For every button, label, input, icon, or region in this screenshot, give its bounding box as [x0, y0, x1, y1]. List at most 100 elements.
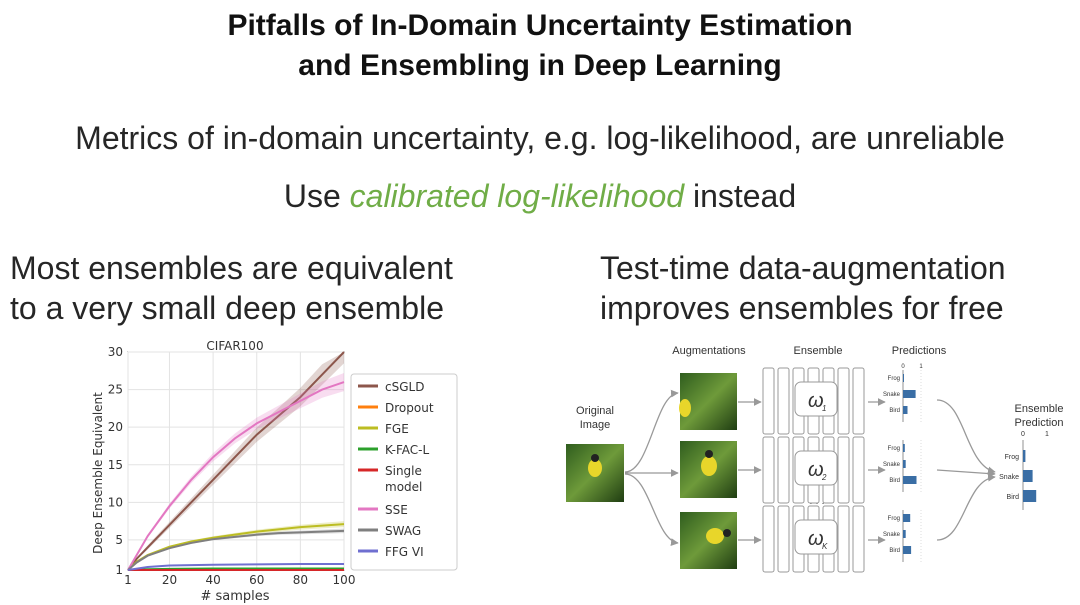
x-tick-label: 100	[333, 573, 356, 587]
chart-ylabel: Deep Ensemble Equivalent	[91, 392, 105, 554]
label-original-1: Original	[576, 405, 614, 417]
augmented-image-3	[680, 512, 737, 569]
prediction-chart: Frog Snake Bird	[883, 440, 922, 492]
y-tick-label: 5	[115, 533, 123, 547]
class-label: Snake	[883, 462, 901, 468]
y-tick-label: 30	[108, 345, 123, 359]
ensemble-member	[777, 505, 790, 573]
prediction-chart: Frog Snake Bird	[883, 510, 922, 562]
legend-label: FFG VI	[385, 545, 424, 559]
ensemble-member	[852, 367, 865, 435]
label-augmentations: Augmentations	[672, 345, 746, 357]
left-heading-line-1: Most ensembles are equivalent	[10, 250, 453, 286]
axis-tick: 1	[1045, 431, 1049, 438]
claim2-prefix: Use	[283, 178, 350, 214]
legend-label: K-FAC-L	[385, 443, 429, 457]
ensemble-block: ω1	[762, 367, 865, 435]
prediction-bar	[903, 476, 917, 484]
ensemble-member	[837, 436, 850, 504]
ensemble-member	[762, 505, 775, 573]
claim-calibrated-ll: Use calibrated log-likelihood instead	[0, 176, 1080, 216]
augmented-image-2	[680, 441, 737, 498]
series-line	[127, 351, 345, 571]
omega-subscript: 2	[821, 473, 827, 482]
claim-unreliable-metrics: Metrics of in-domain uncertainty, e.g. l…	[75, 120, 1005, 156]
class-label: Snake	[883, 532, 901, 538]
axis-tick: 1	[919, 364, 923, 370]
series-band	[128, 373, 344, 570]
x-tick-label: 20	[162, 573, 177, 587]
legend-label: cSGLD	[385, 380, 424, 394]
omega-subscript: K	[822, 542, 828, 551]
series-line	[127, 562, 344, 571]
label-ensemble-prediction-1: Ensemble	[1015, 403, 1064, 415]
legend-label: FGE	[385, 422, 409, 436]
omega-symbol: ω	[808, 528, 824, 550]
ensemble-member	[777, 367, 790, 435]
ensemble-block: ωK	[762, 505, 865, 573]
axis-tick: 0	[1021, 431, 1025, 438]
legend-label: Single	[385, 464, 422, 478]
ensemble-bar	[1023, 450, 1026, 462]
omega-box	[794, 381, 838, 417]
legend-label: Dropout	[385, 401, 434, 415]
legend-label: SWAG	[385, 524, 421, 538]
axis-tick: 0	[901, 364, 905, 370]
claim2-highlight: calibrated log-likelihood	[349, 178, 685, 214]
title-line-2: and Ensembling in Deep Learning	[298, 49, 782, 82]
class-label: Snake	[999, 474, 1019, 481]
class-label: Bird	[889, 478, 900, 484]
legend-label: SSE	[385, 503, 408, 517]
ensemble-member	[837, 367, 850, 435]
dee-chart: CIFAR100 Deep Ensemble Equivalent # samp…	[91, 339, 458, 603]
label-ensemble: Ensemble	[794, 345, 843, 357]
class-label: Frog	[888, 446, 900, 452]
ensemble-member	[777, 436, 790, 504]
prediction-bar	[903, 444, 905, 452]
original-image	[566, 444, 624, 502]
prediction-bar	[903, 406, 908, 414]
x-tick-label: 1	[124, 573, 132, 587]
class-label: Bird	[889, 408, 900, 414]
label-ensemble-prediction-2: Prediction	[1015, 417, 1064, 429]
class-label: Frog	[1005, 454, 1020, 461]
omega-box	[794, 450, 838, 486]
right-heading-line-2: improves ensembles for free	[600, 290, 1004, 326]
class-label: Bird	[1007, 494, 1020, 501]
left-heading-line-2: to a very small deep ensemble	[10, 290, 444, 326]
chart-xlabel: # samples	[200, 589, 269, 603]
ensemble-member	[852, 505, 865, 573]
prediction-bar	[903, 530, 906, 538]
prediction-bar	[903, 374, 904, 382]
legend-box	[350, 373, 458, 571]
class-label: Frog	[888, 376, 900, 382]
class-label: Bird	[889, 548, 900, 554]
title-line-1: Pitfalls of In-Domain Uncertainty Estima…	[227, 9, 853, 42]
x-tick-label: 40	[205, 573, 220, 587]
claim2-suffix: instead	[684, 178, 797, 214]
x-tick-label: 80	[293, 573, 308, 587]
label-predictions: Predictions	[892, 345, 947, 357]
series-line	[127, 381, 345, 571]
x-tick-label: 60	[249, 573, 264, 587]
y-tick-label: 20	[108, 420, 123, 434]
chart-title: CIFAR100	[206, 339, 263, 353]
prediction-chart: 0 1 Frog Snake Bird	[883, 364, 923, 422]
ensemble-bar	[1023, 490, 1037, 502]
augmented-image-1	[679, 373, 737, 430]
y-tick-label: 1	[115, 563, 123, 577]
ensemble-block: ω2	[762, 436, 865, 504]
ensemble-bar	[1023, 470, 1033, 482]
omega-symbol: ω	[808, 459, 824, 481]
tta-diagram: Augmentations Ensemble Predictions Origi…	[566, 345, 1064, 573]
y-tick-label: 15	[108, 458, 123, 472]
prediction-bar	[903, 546, 912, 554]
omega-subscript: 1	[822, 404, 826, 413]
ensemble-member	[762, 367, 775, 435]
class-label: Frog	[888, 516, 900, 522]
y-tick-label: 25	[108, 383, 123, 397]
class-label: Snake	[883, 392, 901, 398]
y-tick-label: 10	[108, 495, 123, 509]
label-original-2: Image	[580, 419, 611, 431]
series-line	[127, 529, 345, 571]
